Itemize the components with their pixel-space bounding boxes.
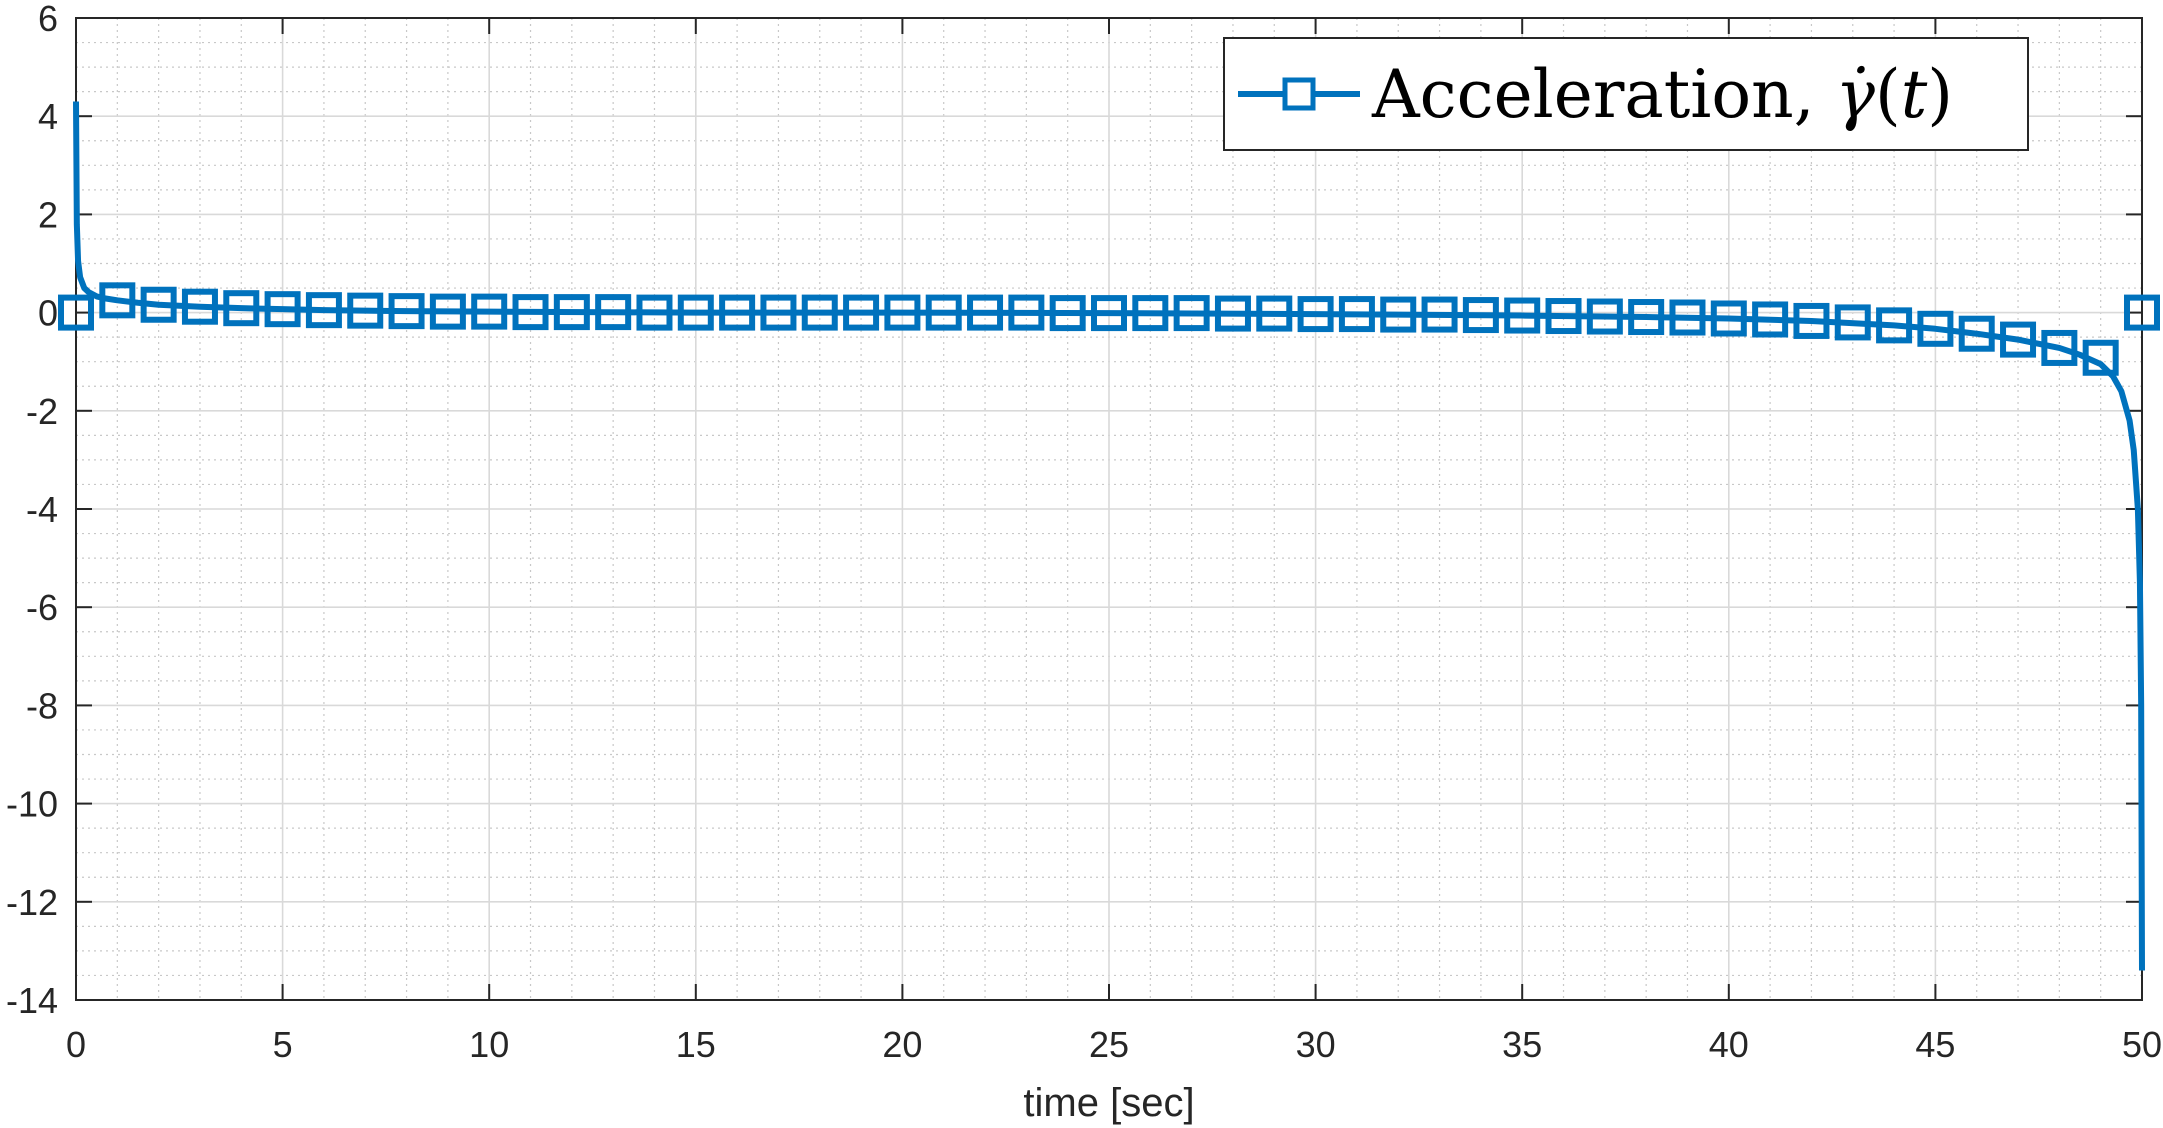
data-point-marker — [1710, 300, 1747, 337]
data-point-marker — [388, 293, 425, 330]
data-point-marker — [1297, 296, 1334, 333]
data-point-marker — [1628, 299, 1665, 336]
data-point-marker — [2124, 294, 2160, 331]
y-tick-label: -12 — [6, 882, 58, 923]
data-point-marker — [2041, 329, 2078, 366]
legend-label: Acceleration, γ̇(t) — [1371, 56, 1953, 133]
data-point-marker — [553, 294, 590, 331]
data-point-marker — [1338, 296, 1375, 333]
x-tick-label: 0 — [66, 1024, 86, 1065]
data-point-marker — [305, 292, 342, 329]
data-point-marker — [719, 294, 756, 331]
data-point-marker — [1049, 295, 1086, 332]
x-tick-label: 35 — [1502, 1024, 1542, 1065]
data-point-marker — [471, 293, 508, 330]
data-point-marker — [1132, 295, 1169, 332]
data-point-marker — [1752, 301, 1789, 338]
data-point-marker — [1091, 295, 1127, 332]
data-point-marker — [1421, 296, 1458, 333]
data-point-marker — [1008, 294, 1045, 331]
data-point-marker — [1545, 298, 1582, 335]
legend-label-t: t — [1901, 56, 1928, 133]
data-point-marker — [843, 294, 880, 331]
data-point-marker — [223, 290, 260, 327]
x-tick-label: 40 — [1709, 1024, 1749, 1065]
data-point-marker — [1917, 310, 1954, 347]
data-point-marker — [264, 291, 301, 328]
data-point-marker — [1669, 299, 1706, 336]
data-point-marker — [1380, 296, 1417, 333]
y-tick-label: -4 — [26, 489, 58, 530]
data-point-marker — [512, 294, 549, 331]
data-point-marker — [884, 294, 921, 331]
x-tick-label: 10 — [469, 1024, 509, 1065]
y-tick-label: -10 — [6, 784, 58, 825]
x-tick-label: 50 — [2122, 1024, 2162, 1065]
data-point-marker — [760, 294, 797, 331]
data-point-marker — [1876, 307, 1913, 344]
data-point-marker — [677, 294, 714, 331]
data-point-marker — [1834, 304, 1871, 341]
data-point-marker — [636, 294, 673, 331]
data-point-marker — [58, 294, 94, 331]
data-point-marker — [1504, 297, 1541, 334]
x-tick-label: 5 — [273, 1024, 293, 1065]
legend-label-symbol: γ̇ — [1836, 56, 1876, 133]
y-tick-label: -8 — [26, 685, 58, 726]
data-point-marker — [967, 294, 1004, 331]
y-tick-label: -14 — [6, 980, 58, 1021]
legend-label-paren-close: ) — [1927, 56, 1953, 133]
data-point-marker — [140, 286, 177, 323]
data-point-marker — [2082, 339, 2119, 376]
y-tick-label: 4 — [38, 96, 58, 137]
data-point-marker — [347, 292, 384, 329]
y-tick-label: -2 — [26, 391, 58, 432]
data-point-marker — [1958, 315, 1995, 352]
y-tick-label: -6 — [26, 587, 58, 628]
y-tick-label: 0 — [38, 293, 58, 334]
data-point-marker — [1256, 295, 1293, 332]
y-tick-labels: 6 4 2 0 -2 -4 -6 -8 -10 -12 -14 — [6, 0, 58, 1021]
data-point-marker — [429, 293, 466, 330]
legend-label-paren-open: ( — [1875, 56, 1901, 133]
data-point-marker — [801, 294, 838, 331]
x-tick-label: 25 — [1089, 1024, 1129, 1065]
data-point-marker — [595, 294, 632, 331]
y-tick-label: 2 — [38, 194, 58, 235]
data-point-marker — [99, 282, 136, 319]
y-tick-label: 6 — [38, 0, 58, 39]
x-tick-labels: 0 5 10 15 20 25 30 35 40 45 50 — [66, 1024, 2162, 1065]
data-point-marker — [1462, 297, 1499, 334]
legend-marker-sample — [1282, 77, 1316, 111]
data-point-marker — [2000, 321, 2037, 358]
x-tick-label: 15 — [676, 1024, 716, 1065]
data-point-marker — [1586, 298, 1623, 335]
data-point-marker — [925, 294, 962, 331]
data-point-marker — [181, 288, 218, 325]
series-layer — [58, 101, 2160, 971]
data-point-marker — [1793, 302, 1830, 339]
tick-marks — [75, 17, 2143, 1001]
x-axis-label: time [sec] — [1023, 1081, 1194, 1125]
legend-label-text: Acceleration, — [1371, 56, 1836, 133]
data-point-marker — [1214, 295, 1251, 332]
x-tick-label: 30 — [1296, 1024, 1336, 1065]
data-point-marker — [1173, 295, 1210, 332]
x-tick-label: 20 — [882, 1024, 922, 1065]
legend: Acceleration, γ̇(t) — [1223, 37, 2029, 151]
x-tick-label: 45 — [1915, 1024, 1955, 1065]
